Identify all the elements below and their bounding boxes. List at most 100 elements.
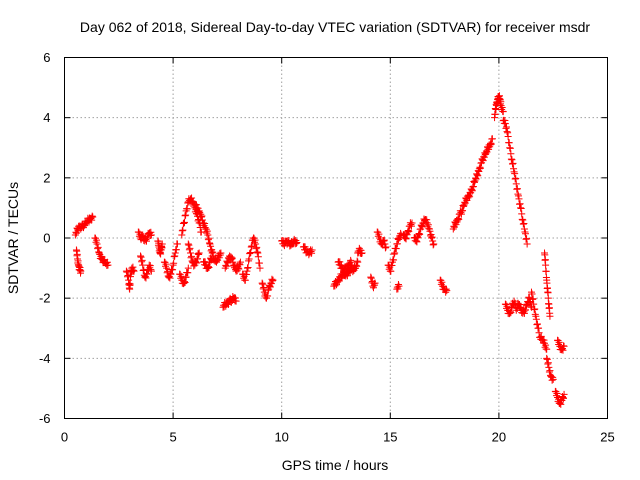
data-point — [129, 263, 137, 271]
data-point — [222, 262, 230, 270]
data-point — [540, 336, 548, 344]
data-point — [424, 221, 432, 229]
data-point — [104, 261, 112, 269]
data-point — [195, 251, 203, 259]
x-axis-label: GPS time / hours — [282, 457, 389, 473]
data-point — [245, 257, 253, 265]
data-point — [542, 341, 550, 349]
data-point — [208, 256, 216, 264]
data-point — [559, 393, 567, 401]
data-point — [528, 290, 536, 298]
data-point — [516, 200, 524, 208]
data-point — [181, 279, 189, 287]
data-point — [532, 312, 540, 320]
data-point — [88, 216, 96, 224]
data-point — [229, 258, 237, 266]
data-point — [508, 156, 516, 164]
data-point — [197, 228, 205, 236]
x-tick-label: 10 — [274, 430, 288, 445]
data-point — [94, 245, 102, 253]
data-point — [438, 278, 446, 286]
data-point — [251, 236, 259, 244]
data-point — [139, 266, 147, 274]
data-point — [181, 218, 189, 226]
data-point — [162, 260, 170, 268]
data-point — [402, 235, 410, 243]
data-point — [172, 246, 180, 254]
data-point — [94, 243, 102, 251]
data-point — [428, 233, 436, 241]
data-point — [235, 260, 243, 268]
data-point — [188, 252, 196, 260]
data-point — [541, 339, 549, 347]
data-point — [470, 178, 478, 186]
data-point — [466, 193, 474, 201]
grid — [64, 57, 608, 419]
data-point — [185, 241, 193, 249]
data-point — [380, 237, 388, 245]
data-point — [543, 355, 551, 363]
data-point — [546, 367, 554, 375]
data-point — [204, 231, 212, 239]
data-point — [209, 248, 217, 256]
data-point — [203, 227, 211, 235]
data-point — [405, 227, 413, 235]
data-point — [268, 277, 276, 285]
data-point — [192, 259, 200, 267]
data-point — [293, 239, 301, 247]
y-tick-label: 2 — [43, 170, 50, 185]
data-point — [182, 211, 190, 219]
data-point — [77, 267, 85, 275]
data-point — [390, 250, 398, 258]
data-point — [381, 240, 389, 248]
data-point — [201, 220, 209, 228]
data-point — [519, 220, 527, 228]
data-point — [252, 240, 260, 248]
data-point — [158, 240, 166, 248]
data-point — [454, 216, 462, 224]
data-point — [559, 346, 567, 354]
data-point — [391, 249, 399, 257]
data-point — [184, 264, 192, 272]
data-point — [560, 394, 568, 402]
y-tick-label: 0 — [43, 231, 50, 246]
data-point — [506, 144, 514, 152]
data-point — [549, 375, 557, 383]
data-point — [552, 388, 560, 396]
data-point — [242, 271, 250, 279]
data-point — [392, 245, 400, 253]
data-point — [202, 225, 210, 233]
data-point — [248, 242, 256, 250]
data-point — [169, 266, 177, 274]
data-point — [510, 165, 518, 173]
data-point — [266, 283, 274, 291]
data-point — [234, 264, 242, 272]
x-tick-label: 15 — [383, 430, 397, 445]
data-point — [167, 270, 175, 278]
data-point — [171, 249, 179, 257]
data-point — [407, 222, 415, 230]
data-point — [522, 235, 530, 243]
data-point — [507, 309, 515, 317]
data-point — [402, 234, 410, 242]
data-point — [142, 274, 150, 282]
data-point — [508, 160, 516, 168]
data-point — [542, 267, 550, 275]
data-point — [187, 254, 195, 262]
data-point — [513, 185, 521, 193]
data-point — [192, 258, 200, 266]
data-point — [235, 265, 243, 273]
data-point — [88, 212, 96, 220]
data-point — [502, 300, 510, 308]
data-point — [395, 282, 403, 290]
data-point — [546, 312, 554, 320]
data-point — [166, 274, 174, 282]
data-point — [531, 305, 539, 313]
y-tick-label: -4 — [39, 351, 51, 366]
data-point — [255, 259, 263, 267]
x-tick-label: 20 — [492, 430, 506, 445]
data-point — [460, 202, 468, 210]
data-point — [387, 267, 395, 275]
data-point — [415, 231, 423, 239]
